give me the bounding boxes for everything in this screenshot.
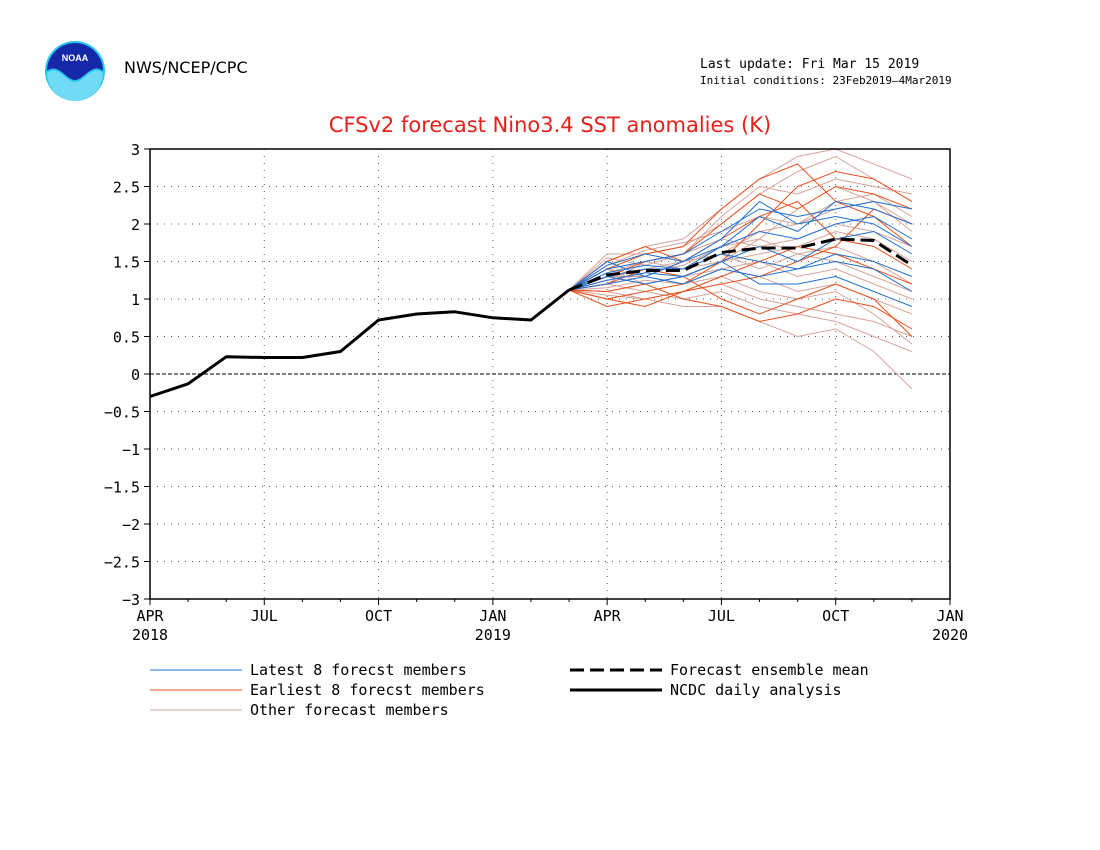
- latest-member-line: [568, 260, 913, 307]
- earliest-member-line: [568, 200, 913, 291]
- earliest-members-series: [568, 163, 913, 337]
- last-update: Last update: Fri Mar 15 2019: [700, 57, 920, 72]
- y-tick-label: −1.5: [104, 479, 140, 497]
- x-tick-label: JUL: [708, 607, 735, 625]
- chart-title: CFSv2 forecast Nino3.4 SST anomalies (K): [328, 113, 772, 137]
- x-tick-label: JUL: [251, 607, 278, 625]
- y-tick-label: 2.5: [113, 179, 140, 197]
- ensemble-mean-line: [568, 237, 913, 292]
- y-tick-label: 3: [131, 141, 140, 159]
- plot-frame: [149, 148, 951, 600]
- main-lines: [149, 237, 913, 398]
- x-tick-label: JAN: [936, 607, 963, 625]
- x-tick-label: JAN: [479, 607, 506, 625]
- legend-label-other: Other forecast members: [250, 701, 449, 719]
- y-tick-label: −3: [122, 591, 140, 609]
- x-tick-label: OCT: [822, 607, 849, 625]
- earliest-member-line: [568, 283, 913, 330]
- latest-member-line: [568, 253, 913, 291]
- legend-label-latest: Latest 8 forecst members: [250, 661, 467, 679]
- logo-text: NOAA: [62, 53, 89, 63]
- y-tick-label: 0.5: [113, 329, 140, 347]
- x-tick-year-label: 2020: [932, 626, 968, 644]
- y-tick-label: −2: [122, 516, 140, 534]
- axes: 32.521.510.50−0.5−1−1.5−2−2.5−3APR2018JU…: [104, 141, 968, 644]
- y-tick-label: 1.5: [113, 254, 140, 272]
- y-tick-label: −1: [122, 441, 140, 459]
- y-tick-label: 1: [131, 291, 140, 309]
- legend: Latest 8 forecst members Earliest 8 forec…: [150, 661, 869, 719]
- earliest-member-line: [568, 245, 913, 308]
- latest-member-line: [568, 200, 913, 291]
- legend-label-analysis: NCDC daily analysis: [670, 681, 842, 699]
- x-tick-year-label: 2018: [132, 626, 168, 644]
- x-tick-label: OCT: [365, 607, 392, 625]
- y-tick-label: 0: [131, 366, 140, 384]
- x-tick-label: APR: [594, 607, 622, 625]
- other-member-line: [568, 193, 913, 291]
- other-member-line: [568, 283, 913, 337]
- ncdc-analysis-line: [149, 288, 570, 398]
- y-tick-label: −2.5: [104, 554, 140, 572]
- other-member-line: [568, 238, 913, 291]
- org-label: NWS/NCEP/CPC: [124, 58, 248, 77]
- y-tick-label: −0.5: [104, 404, 140, 422]
- grid-lines: [150, 149, 950, 599]
- initial-conditions: Initial conditions: 23Feb2019–4Mar2019: [700, 74, 952, 87]
- noaa-logo: NOAA: [45, 41, 105, 101]
- y-tick-label: 2: [131, 216, 140, 234]
- x-tick-label: APR: [136, 607, 164, 625]
- x-tick-year-label: 2019: [475, 626, 511, 644]
- earliest-member-line: [568, 170, 913, 300]
- legend-label-earliest: Earliest 8 forecst members: [250, 681, 485, 699]
- latest-member-line: [568, 230, 913, 291]
- legend-label-mean: Forecast ensemble mean: [670, 661, 869, 679]
- earliest-member-line: [568, 163, 913, 291]
